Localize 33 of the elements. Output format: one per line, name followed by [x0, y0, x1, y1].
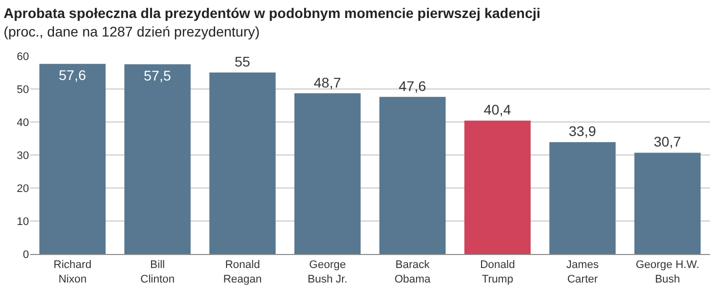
x-tick-label: Barack Obama — [394, 259, 432, 286]
x-tick-label: Richard Nixon — [54, 259, 92, 286]
y-tick-label: 40 — [16, 116, 29, 129]
bar — [379, 96, 446, 254]
data-label: 57,5 — [144, 67, 172, 84]
y-tick-label: 30 — [16, 150, 29, 162]
data-label: 57,6 — [58, 66, 86, 83]
y-tick-label: 0 — [22, 248, 29, 261]
data-label: 47,6 — [398, 78, 426, 94]
bar — [549, 142, 616, 254]
x-tick-label: Ronald Reagan — [223, 259, 262, 286]
chart-subtitle: (proc., dane na 1287 dzień prezydentury) — [4, 23, 260, 40]
bar — [39, 64, 106, 254]
data-label: 33,9 — [568, 123, 596, 140]
x-tick-label: George H.W. Bush — [636, 259, 700, 286]
x-tick-label: Bill Clinton — [140, 259, 175, 286]
bar — [209, 72, 276, 254]
x-tick-label: George Bush Jr. — [308, 259, 348, 286]
data-label: 48,7 — [314, 74, 342, 90]
bar — [464, 120, 531, 254]
y-tick-label: 10 — [16, 216, 29, 228]
bar — [124, 64, 191, 254]
bar — [294, 93, 361, 254]
y-tick-label: 50 — [16, 84, 29, 96]
data-label: 30,7 — [654, 134, 682, 150]
x-tick-label: Donald Trump — [480, 259, 515, 286]
y-tick-label: 60 — [16, 50, 29, 63]
bar — [634, 152, 701, 254]
data-label: 55 — [234, 54, 250, 70]
data-label: 40,4 — [484, 102, 512, 118]
x-tick-label: James Carter — [566, 259, 600, 286]
y-tick-label: 20 — [16, 182, 29, 195]
chart-title: Aprobata społeczna dla prezydentów w podobnym momencie pierwszej kadencji — [4, 5, 540, 22]
